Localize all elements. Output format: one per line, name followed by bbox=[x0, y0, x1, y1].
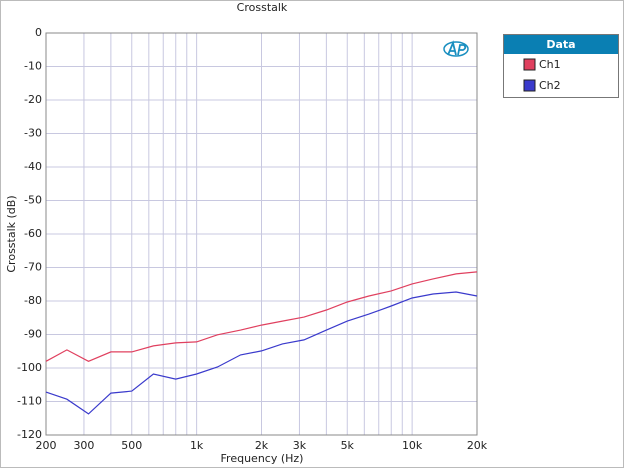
series-line bbox=[45, 271, 478, 362]
y-tick-label: -20 bbox=[24, 93, 42, 106]
grid bbox=[45, 32, 478, 436]
x-tick-label: 2k bbox=[255, 439, 269, 452]
y-tick-label: -60 bbox=[24, 227, 42, 240]
legend-swatch bbox=[523, 58, 536, 71]
y-tick-label: -90 bbox=[24, 328, 42, 341]
ap-logo bbox=[443, 40, 469, 57]
x-tick-label: 3k bbox=[293, 439, 307, 452]
x-tick-label: 1k bbox=[190, 439, 204, 452]
x-tick-label: 10k bbox=[402, 439, 423, 452]
legend-swatch bbox=[523, 79, 536, 92]
y-tick-label: -50 bbox=[24, 194, 42, 207]
y-tick-label: -100 bbox=[17, 361, 42, 374]
y-tick-label: -110 bbox=[17, 395, 42, 408]
y-axis-label: Crosstalk (dB) bbox=[5, 195, 18, 272]
series-line bbox=[45, 291, 478, 415]
y-tick-label: -10 bbox=[24, 60, 42, 73]
legend-header bbox=[504, 35, 618, 54]
y-tick-label: -120 bbox=[17, 428, 42, 441]
x-tick-label: 20k bbox=[467, 439, 488, 452]
x-tick-label: 300 bbox=[73, 439, 94, 452]
chart-title: Crosstalk bbox=[237, 1, 288, 14]
x-tick-label: 500 bbox=[121, 439, 142, 452]
legend: Data Ch1 Ch2 bbox=[503, 34, 619, 98]
legend-label: Ch2 bbox=[539, 79, 561, 92]
y-tick-label: -70 bbox=[24, 261, 42, 274]
y-tick-label: -30 bbox=[24, 127, 42, 140]
x-tick-label: 200 bbox=[36, 439, 57, 452]
y-tick-label: 0 bbox=[35, 26, 42, 39]
plot-frame bbox=[45, 32, 478, 436]
x-tick-label: 5k bbox=[341, 439, 355, 452]
legend-label: Ch1 bbox=[539, 58, 561, 71]
x-axis-label: Frequency (Hz) bbox=[221, 452, 304, 465]
y-tick-label: -80 bbox=[24, 294, 42, 307]
legend-title: Data bbox=[546, 38, 575, 51]
y-tick-label: -40 bbox=[24, 160, 42, 173]
